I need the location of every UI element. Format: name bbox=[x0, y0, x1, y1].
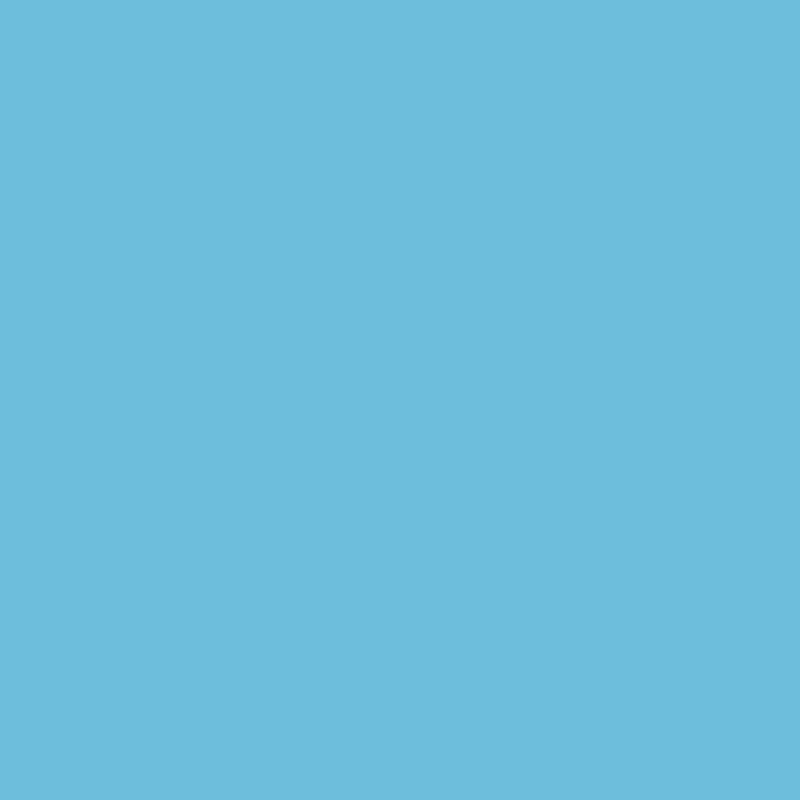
word-cloud-canvas bbox=[0, 0, 800, 800]
word-cloud bbox=[0, 0, 800, 800]
